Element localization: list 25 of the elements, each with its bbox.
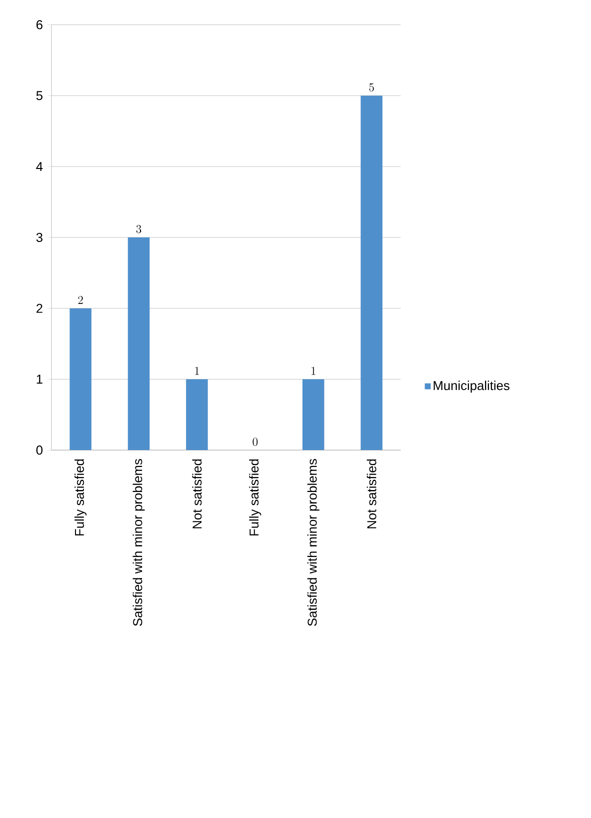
x-tick-label: Fully satisfied [74, 459, 87, 536]
x-tick-label: Satisfied with minor problems [308, 459, 320, 626]
data-label: 5 [369, 83, 374, 92]
bar [70, 308, 92, 450]
y-tick-label: 0 [36, 446, 43, 455]
y-tick-label: 1 [37, 374, 43, 384]
y-tick-label: 5 [36, 91, 43, 100]
y-tick-label: 3 [36, 232, 43, 242]
data-label: 1 [195, 366, 200, 375]
x-tick-label: Not satisfied [192, 459, 202, 528]
bar [186, 379, 208, 450]
legend-label: Municipalities [434, 380, 510, 393]
x-tick-label: Fully satisfied [249, 459, 262, 536]
bar [360, 96, 383, 450]
data-label: 0 [252, 438, 258, 446]
data-label: 3 [136, 225, 142, 234]
y-tick-label: 4 [36, 162, 43, 171]
x-tick-label: Satisfied with minor problems [132, 459, 145, 626]
bar [302, 379, 324, 450]
y-tick-label: 2 [36, 304, 43, 313]
bar [128, 237, 150, 450]
y-tick-label: 6 [36, 20, 43, 30]
data-label: 1 [312, 366, 316, 375]
data-label: 2 [78, 296, 84, 304]
x-tick-label: Not satisfied [367, 459, 376, 528]
